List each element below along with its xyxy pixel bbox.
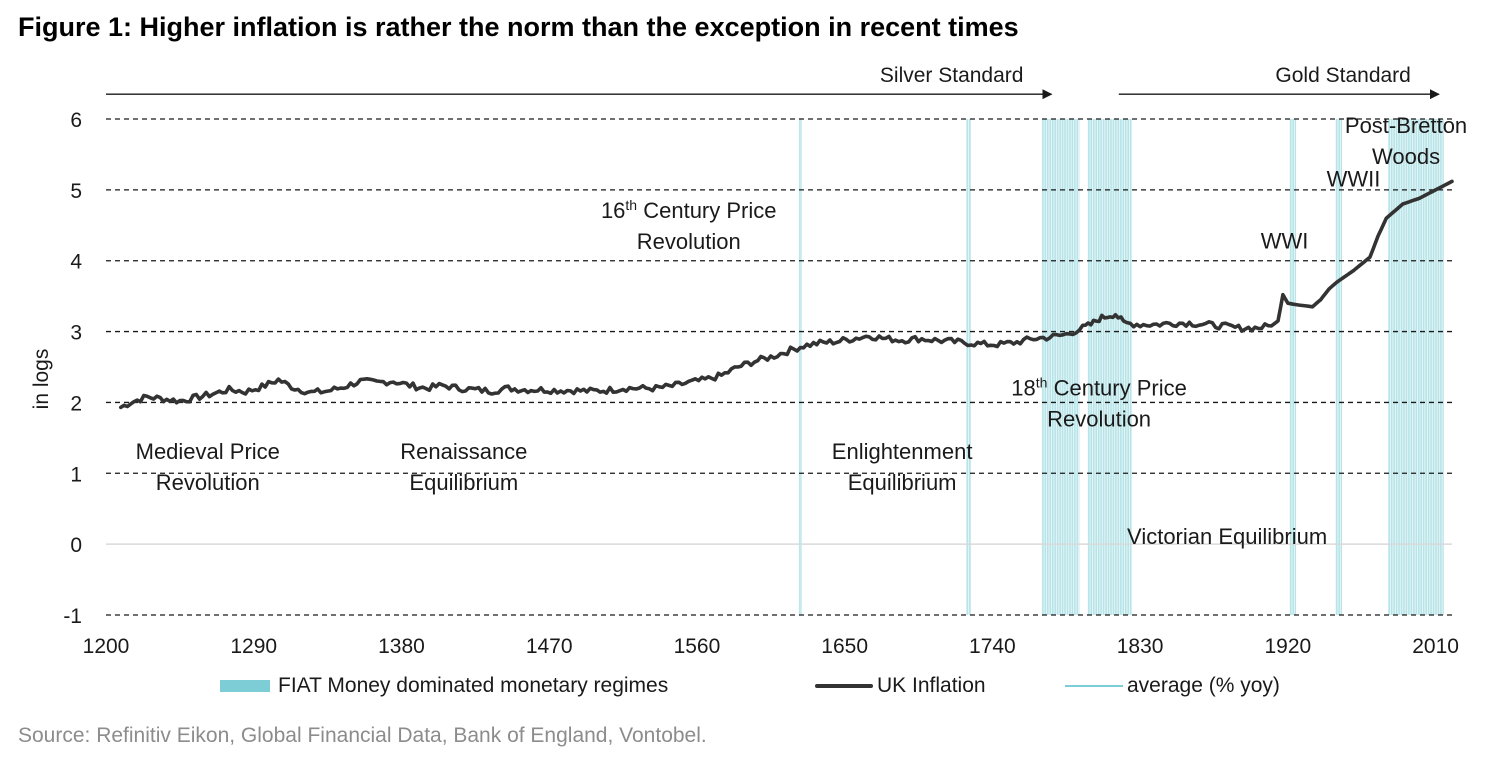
annotation-renaissance: Renaissance	[400, 439, 527, 464]
x-tick-label: 1650	[821, 635, 868, 658]
annotation-renaissance: Equilibrium	[409, 470, 518, 495]
y-tick-label: 4	[70, 251, 82, 274]
legend-fiat-label: FIAT Money dominated monetary regimes	[278, 674, 669, 697]
annotation-post-bretton: Woods	[1372, 144, 1440, 169]
legend-fiat-swatch	[220, 680, 270, 692]
x-tick-label: 1470	[526, 635, 573, 658]
x-tick-label: 2010	[1412, 635, 1459, 658]
annotation-medieval: Revolution	[156, 470, 260, 495]
y-tick-label: 1	[70, 463, 82, 486]
annotation-post-bretton: Post-Bretton	[1345, 113, 1467, 138]
fiat-band-5	[1335, 119, 1343, 615]
y-tick-label: -1	[63, 605, 82, 628]
annotation-16c: 16th Century Price	[601, 197, 777, 223]
x-tick-label: 1560	[674, 635, 721, 658]
x-tick-label: 1380	[378, 635, 425, 658]
annotation-wwi: WWI	[1261, 229, 1309, 254]
legend-fiat: FIAT Money dominated monetary regimes	[220, 673, 668, 699]
y-axis-label: in logs	[30, 349, 53, 410]
legend-uk-inflation-swatch	[815, 684, 873, 688]
fiat-band-2	[1041, 119, 1080, 615]
annotation-medieval: Medieval Price	[136, 439, 280, 464]
y-tick-label: 5	[70, 180, 82, 203]
x-tick-label: 1830	[1117, 635, 1164, 658]
annotation-16c: Revolution	[637, 229, 741, 254]
legend-average-label: average (% yoy)	[1127, 674, 1280, 697]
annotation-victorian: Victorian Equilibrium	[1127, 524, 1327, 549]
annotation-wwii: WWII	[1327, 166, 1381, 191]
series-uk-inflation-line	[119, 179, 1454, 410]
y-tick-label: 2	[70, 392, 82, 415]
legend-average: average (% yoy)	[1065, 673, 1280, 699]
fiat-band-0	[798, 119, 802, 615]
regime-arrow-label: Gold Standard	[1275, 64, 1410, 87]
regime-arrow-label: Silver Standard	[880, 64, 1024, 87]
y-tick-label: 3	[70, 322, 82, 345]
x-tick-label: 1290	[230, 635, 277, 658]
x-tick-label: 1740	[969, 635, 1016, 658]
annotation-18c: Revolution	[1047, 406, 1151, 431]
annotation-enlightenment: Equilibrium	[848, 470, 957, 495]
figure-title: Figure 1: Higher inflation is rather the…	[18, 12, 1019, 42]
x-tick-label: 1200	[83, 635, 130, 658]
y-tick-label: 0	[70, 534, 82, 557]
source-note: Source: Refinitiv Eikon, Global Financia…	[18, 724, 707, 747]
fiat-band-6	[1387, 119, 1444, 615]
annotation-enlightenment: Enlightenment	[832, 439, 973, 464]
legend-average-swatch	[1065, 685, 1123, 687]
y-tick-label: 6	[70, 109, 82, 132]
annotation-18c: 18th Century Price	[1011, 374, 1187, 400]
legend-uk-inflation-label: UK Inflation	[877, 674, 986, 697]
legend-uk-inflation: UK Inflation	[815, 673, 986, 699]
x-tick-label: 1920	[1264, 635, 1311, 658]
fiat-band-4	[1289, 119, 1297, 615]
